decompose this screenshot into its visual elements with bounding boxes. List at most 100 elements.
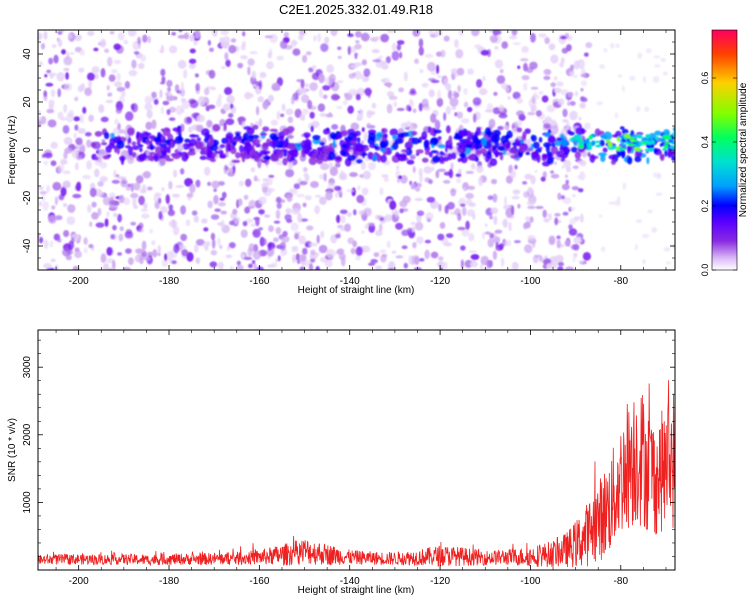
noise-cell bbox=[306, 225, 314, 231]
noise-cell bbox=[100, 38, 107, 48]
noise-cell bbox=[579, 213, 584, 224]
noise-cell bbox=[142, 34, 148, 43]
signal-cell bbox=[518, 145, 527, 153]
noise-cell bbox=[242, 31, 246, 37]
noise-cell bbox=[553, 161, 558, 165]
noise-cell bbox=[158, 197, 162, 204]
noise-cell bbox=[206, 119, 213, 128]
noise-cell bbox=[460, 118, 470, 124]
noise-cell bbox=[428, 89, 435, 98]
noise-cell bbox=[138, 195, 145, 206]
signal-cell bbox=[600, 155, 606, 162]
noise-cell bbox=[228, 161, 234, 167]
noise-cell bbox=[419, 68, 424, 74]
noise-cell bbox=[112, 212, 118, 218]
noise-cell bbox=[642, 259, 646, 265]
noise-cell bbox=[193, 215, 199, 223]
noise-cell bbox=[395, 165, 400, 170]
noise-cell bbox=[363, 131, 368, 142]
noise-cell bbox=[304, 174, 310, 183]
signal-cell bbox=[474, 137, 479, 141]
noise-cell bbox=[456, 67, 465, 76]
noise-cell bbox=[523, 82, 528, 91]
noise-cell bbox=[207, 39, 211, 46]
signal-cell bbox=[302, 132, 311, 138]
noise-cell bbox=[533, 92, 538, 98]
noise-cell bbox=[290, 222, 299, 231]
noise-cell bbox=[161, 187, 165, 192]
noise-cell bbox=[662, 71, 668, 76]
signal-cell bbox=[300, 140, 309, 149]
noise-cell bbox=[513, 240, 521, 244]
noise-cell bbox=[275, 209, 281, 220]
noise-cell bbox=[147, 251, 153, 257]
noise-cell bbox=[562, 108, 568, 118]
noise-cell bbox=[383, 82, 393, 87]
noise-cell bbox=[577, 236, 581, 243]
noise-cell bbox=[131, 59, 137, 69]
noise-cell bbox=[501, 83, 508, 90]
noise-cell bbox=[303, 167, 308, 173]
noise-cell bbox=[134, 248, 144, 254]
snr-y-tick-label: 3000 bbox=[22, 356, 33, 379]
noise-cell bbox=[598, 214, 602, 218]
noise-cell bbox=[213, 188, 217, 192]
signal-cell bbox=[421, 131, 428, 140]
noise-cell bbox=[63, 229, 70, 238]
noise-cell bbox=[564, 32, 570, 38]
noise-cell bbox=[381, 63, 389, 70]
noise-cell bbox=[339, 209, 348, 215]
noise-cell bbox=[302, 247, 308, 256]
noise-cell bbox=[656, 172, 661, 178]
noise-cell bbox=[49, 73, 54, 79]
noise-cell bbox=[452, 90, 457, 98]
noise-cell bbox=[99, 176, 108, 183]
noise-cell bbox=[494, 59, 504, 69]
noise-cell bbox=[428, 30, 434, 35]
noise-cell bbox=[465, 170, 475, 174]
signal-cell bbox=[162, 127, 171, 137]
noise-cell bbox=[165, 194, 170, 204]
signal-cell bbox=[127, 155, 135, 165]
noise-cell bbox=[381, 174, 389, 178]
signal-peak-cell bbox=[655, 136, 659, 141]
noise-cell bbox=[38, 186, 44, 191]
signal-cell bbox=[447, 152, 453, 161]
snr-series-line bbox=[38, 380, 675, 568]
signal-cell bbox=[328, 151, 336, 161]
noise-cell bbox=[436, 75, 444, 79]
signal-cell bbox=[484, 127, 491, 136]
signal-peak-cell bbox=[574, 134, 580, 140]
noise-cell bbox=[484, 109, 494, 113]
noise-cell bbox=[375, 229, 383, 237]
noise-cell bbox=[519, 58, 529, 62]
noise-cell bbox=[160, 68, 166, 77]
signal-cell bbox=[442, 152, 446, 156]
noise-cell bbox=[275, 159, 285, 166]
noise-cell bbox=[252, 249, 262, 260]
signal-cell bbox=[349, 149, 354, 153]
signal-cell bbox=[235, 152, 241, 159]
noise-cell bbox=[412, 108, 417, 113]
noise-cell bbox=[349, 172, 358, 178]
noise-cell bbox=[421, 82, 429, 88]
noise-cell bbox=[292, 40, 299, 44]
noise-cell bbox=[412, 30, 421, 37]
noise-cell bbox=[416, 236, 424, 245]
noise-cell bbox=[322, 85, 331, 91]
noise-cell bbox=[511, 195, 520, 200]
noise-cell bbox=[493, 215, 498, 225]
noise-cell bbox=[379, 187, 384, 196]
noise-cell bbox=[346, 213, 352, 217]
noise-cell bbox=[220, 219, 225, 230]
colorbar-tick-label: 0.0 bbox=[700, 264, 710, 277]
signal-peak-cell bbox=[577, 141, 584, 145]
signal-cell bbox=[561, 148, 571, 153]
noise-cell bbox=[204, 166, 211, 176]
noise-cell bbox=[282, 230, 288, 237]
signal-cell bbox=[532, 141, 540, 149]
noise-cell bbox=[244, 91, 252, 100]
noise-cell bbox=[610, 42, 615, 49]
noise-cell bbox=[325, 113, 334, 118]
